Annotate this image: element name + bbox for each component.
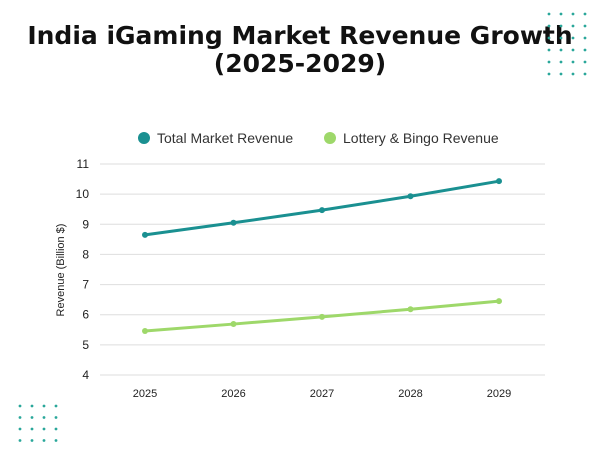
decor-dot	[571, 12, 575, 16]
legend-label-lottery-bingo: Lottery & Bingo Revenue	[343, 130, 499, 146]
legend-marker-lottery-bingo	[324, 132, 336, 144]
decor-dot	[547, 72, 551, 76]
decor-dot	[559, 72, 563, 76]
data-point	[230, 321, 237, 328]
y-tick-label: 6	[82, 308, 89, 322]
x-axis-ticks: 2025 2026 2027 2028 2029	[133, 388, 511, 400]
chart-title-line-1: India iGaming Market Revenue Growth	[27, 21, 572, 50]
decor-dot	[547, 24, 551, 28]
decor-dot	[571, 60, 575, 64]
decor-dot	[30, 404, 34, 408]
decor-dot	[42, 439, 46, 442]
decor-dot	[54, 427, 58, 431]
decor-dot	[583, 24, 587, 28]
y-axis-ticks: 4 5 6 7 8 9 10 11	[76, 157, 90, 382]
data-point	[407, 193, 414, 200]
decor-dot	[583, 12, 587, 16]
data-point	[319, 207, 325, 214]
decor-dot	[42, 416, 46, 419]
gridlines	[100, 163, 545, 376]
decor-dot	[18, 416, 22, 419]
decor-dot	[547, 36, 551, 40]
data-point	[407, 306, 414, 313]
decor-dot	[18, 404, 22, 408]
decor-dot	[559, 12, 563, 16]
decor-dot	[571, 24, 575, 28]
decor-dot	[547, 48, 551, 52]
decor-dot	[547, 60, 551, 64]
y-tick-label: 4	[82, 368, 89, 382]
decor-dot	[559, 60, 563, 64]
decor-dot	[559, 24, 563, 28]
decorative-dot-grid-top-right	[547, 12, 587, 76]
data-point	[230, 219, 237, 226]
y-axis-label: Revenue (Billion $)	[55, 224, 67, 317]
x-tick-label: 2028	[398, 388, 422, 400]
data-point	[496, 298, 502, 305]
decor-dot	[30, 416, 34, 419]
y-tick-label: 11	[77, 157, 90, 171]
decor-dot	[18, 427, 22, 431]
decor-dot	[42, 404, 46, 408]
chart-title-line-2: (2025-2029)	[214, 49, 386, 78]
x-tick-label: 2025	[133, 388, 157, 400]
y-tick-label: 8	[82, 247, 89, 261]
decor-dot	[54, 416, 58, 419]
decor-dot	[583, 48, 587, 52]
decor-dot	[583, 72, 587, 76]
decor-dot	[30, 427, 34, 431]
decor-dot	[547, 12, 551, 16]
legend: Total Market Revenue Lottery & Bingo Rev…	[138, 130, 499, 146]
decor-dot	[54, 439, 58, 442]
y-tick-label: 5	[82, 338, 89, 352]
decor-dot	[54, 404, 58, 408]
decor-dot	[571, 36, 575, 40]
legend-marker-total-market	[138, 132, 150, 144]
decor-dot	[42, 427, 46, 431]
series-layer	[142, 178, 502, 334]
decor-dot	[583, 60, 587, 64]
y-tick-label: 7	[82, 278, 89, 292]
data-point	[142, 231, 148, 238]
decor-dot	[583, 36, 587, 40]
y-tick-label: 10	[76, 187, 90, 201]
x-tick-label: 2027	[310, 388, 334, 400]
data-point	[319, 313, 325, 320]
data-point	[142, 327, 148, 334]
decor-dot	[30, 439, 34, 442]
decor-dot	[571, 48, 575, 52]
data-point	[496, 178, 502, 185]
decor-dot	[571, 72, 575, 76]
y-tick-label: 9	[82, 217, 89, 231]
x-tick-label: 2029	[487, 388, 511, 400]
decorative-dot-grid-bottom-left	[18, 404, 58, 442]
legend-label-total-market: Total Market Revenue	[157, 130, 293, 146]
decor-dot	[559, 36, 563, 40]
decor-dot	[18, 439, 22, 442]
x-tick-label: 2026	[221, 388, 245, 400]
decor-dot	[559, 48, 563, 52]
